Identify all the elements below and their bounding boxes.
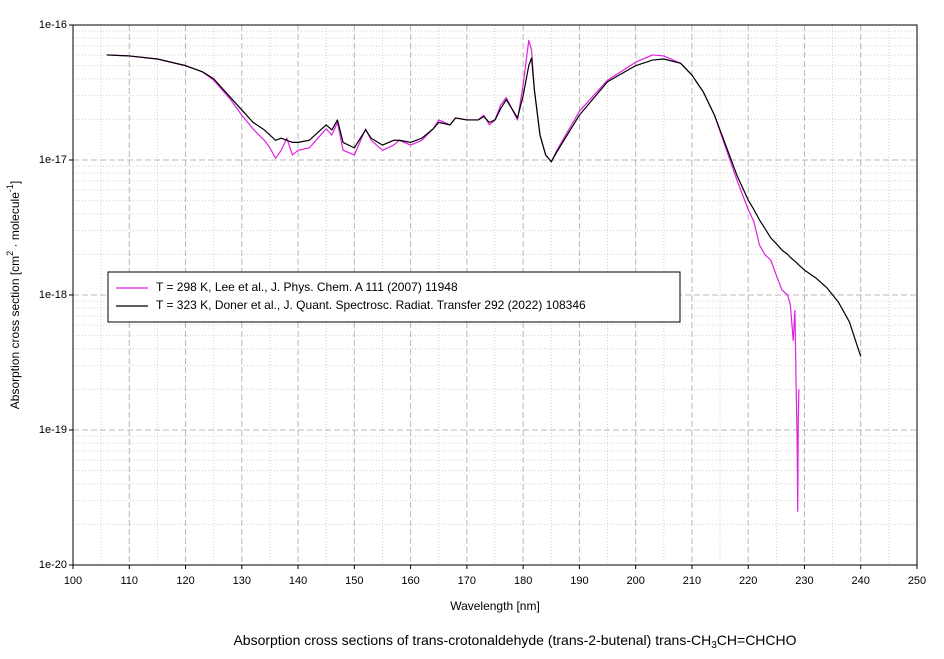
x-tick-label: 190 xyxy=(570,575,588,587)
x-tick-label: 220 xyxy=(739,575,757,587)
y-axis-label: Absorption cross section [cm2 · molecule… xyxy=(5,181,22,409)
x-tick-label: 130 xyxy=(233,575,251,587)
x-tick-label: 100 xyxy=(64,575,82,587)
title-part: Absorption cross sections of trans-croto… xyxy=(233,632,711,648)
x-tick-label: 140 xyxy=(289,575,307,587)
y-tick-label: 1e-20 xyxy=(39,559,67,571)
x-tick-label: 180 xyxy=(514,575,532,587)
chart-title: Absorption cross sections of trans-croto… xyxy=(233,632,796,651)
x-tick-label: 170 xyxy=(458,575,476,587)
y-tick-label: 1e-17 xyxy=(39,154,67,166)
series-line xyxy=(106,54,862,357)
y-label-sup: 2 xyxy=(5,251,15,256)
x-tick-label: 210 xyxy=(683,575,701,587)
y-label-sup: -1 xyxy=(5,184,15,192)
title-part: CH=CHCHO xyxy=(717,632,797,648)
x-tick-label: 120 xyxy=(176,575,194,587)
legend-label: T = 323 K, Doner et al., J. Quant. Spect… xyxy=(156,298,586,312)
y-tick-label: 1e-19 xyxy=(39,424,67,436)
plot-frame xyxy=(72,24,918,566)
y-label-part: Absorption cross section [cm xyxy=(8,256,22,409)
x-tick-label: 160 xyxy=(401,575,419,587)
title-sub: 3 xyxy=(711,640,717,651)
y-label-part: ] xyxy=(8,181,22,184)
x-axis-label: Wavelength [nm] xyxy=(450,599,540,613)
y-tick-label: 1e-18 xyxy=(39,289,67,301)
y-label-part: · molecule xyxy=(8,192,22,251)
x-tick-label: 240 xyxy=(852,575,870,587)
x-tick-label: 250 xyxy=(908,575,926,587)
x-tick-label: 110 xyxy=(120,575,138,587)
x-tick-label: 230 xyxy=(795,575,813,587)
y-tick-label: 1e-16 xyxy=(39,19,67,31)
legend-box xyxy=(107,271,681,323)
x-tick-label: 150 xyxy=(345,575,363,587)
x-tick-label: 200 xyxy=(626,575,644,587)
legend-label: T = 298 K, Lee et al., J. Phys. Chem. A … xyxy=(156,280,458,294)
